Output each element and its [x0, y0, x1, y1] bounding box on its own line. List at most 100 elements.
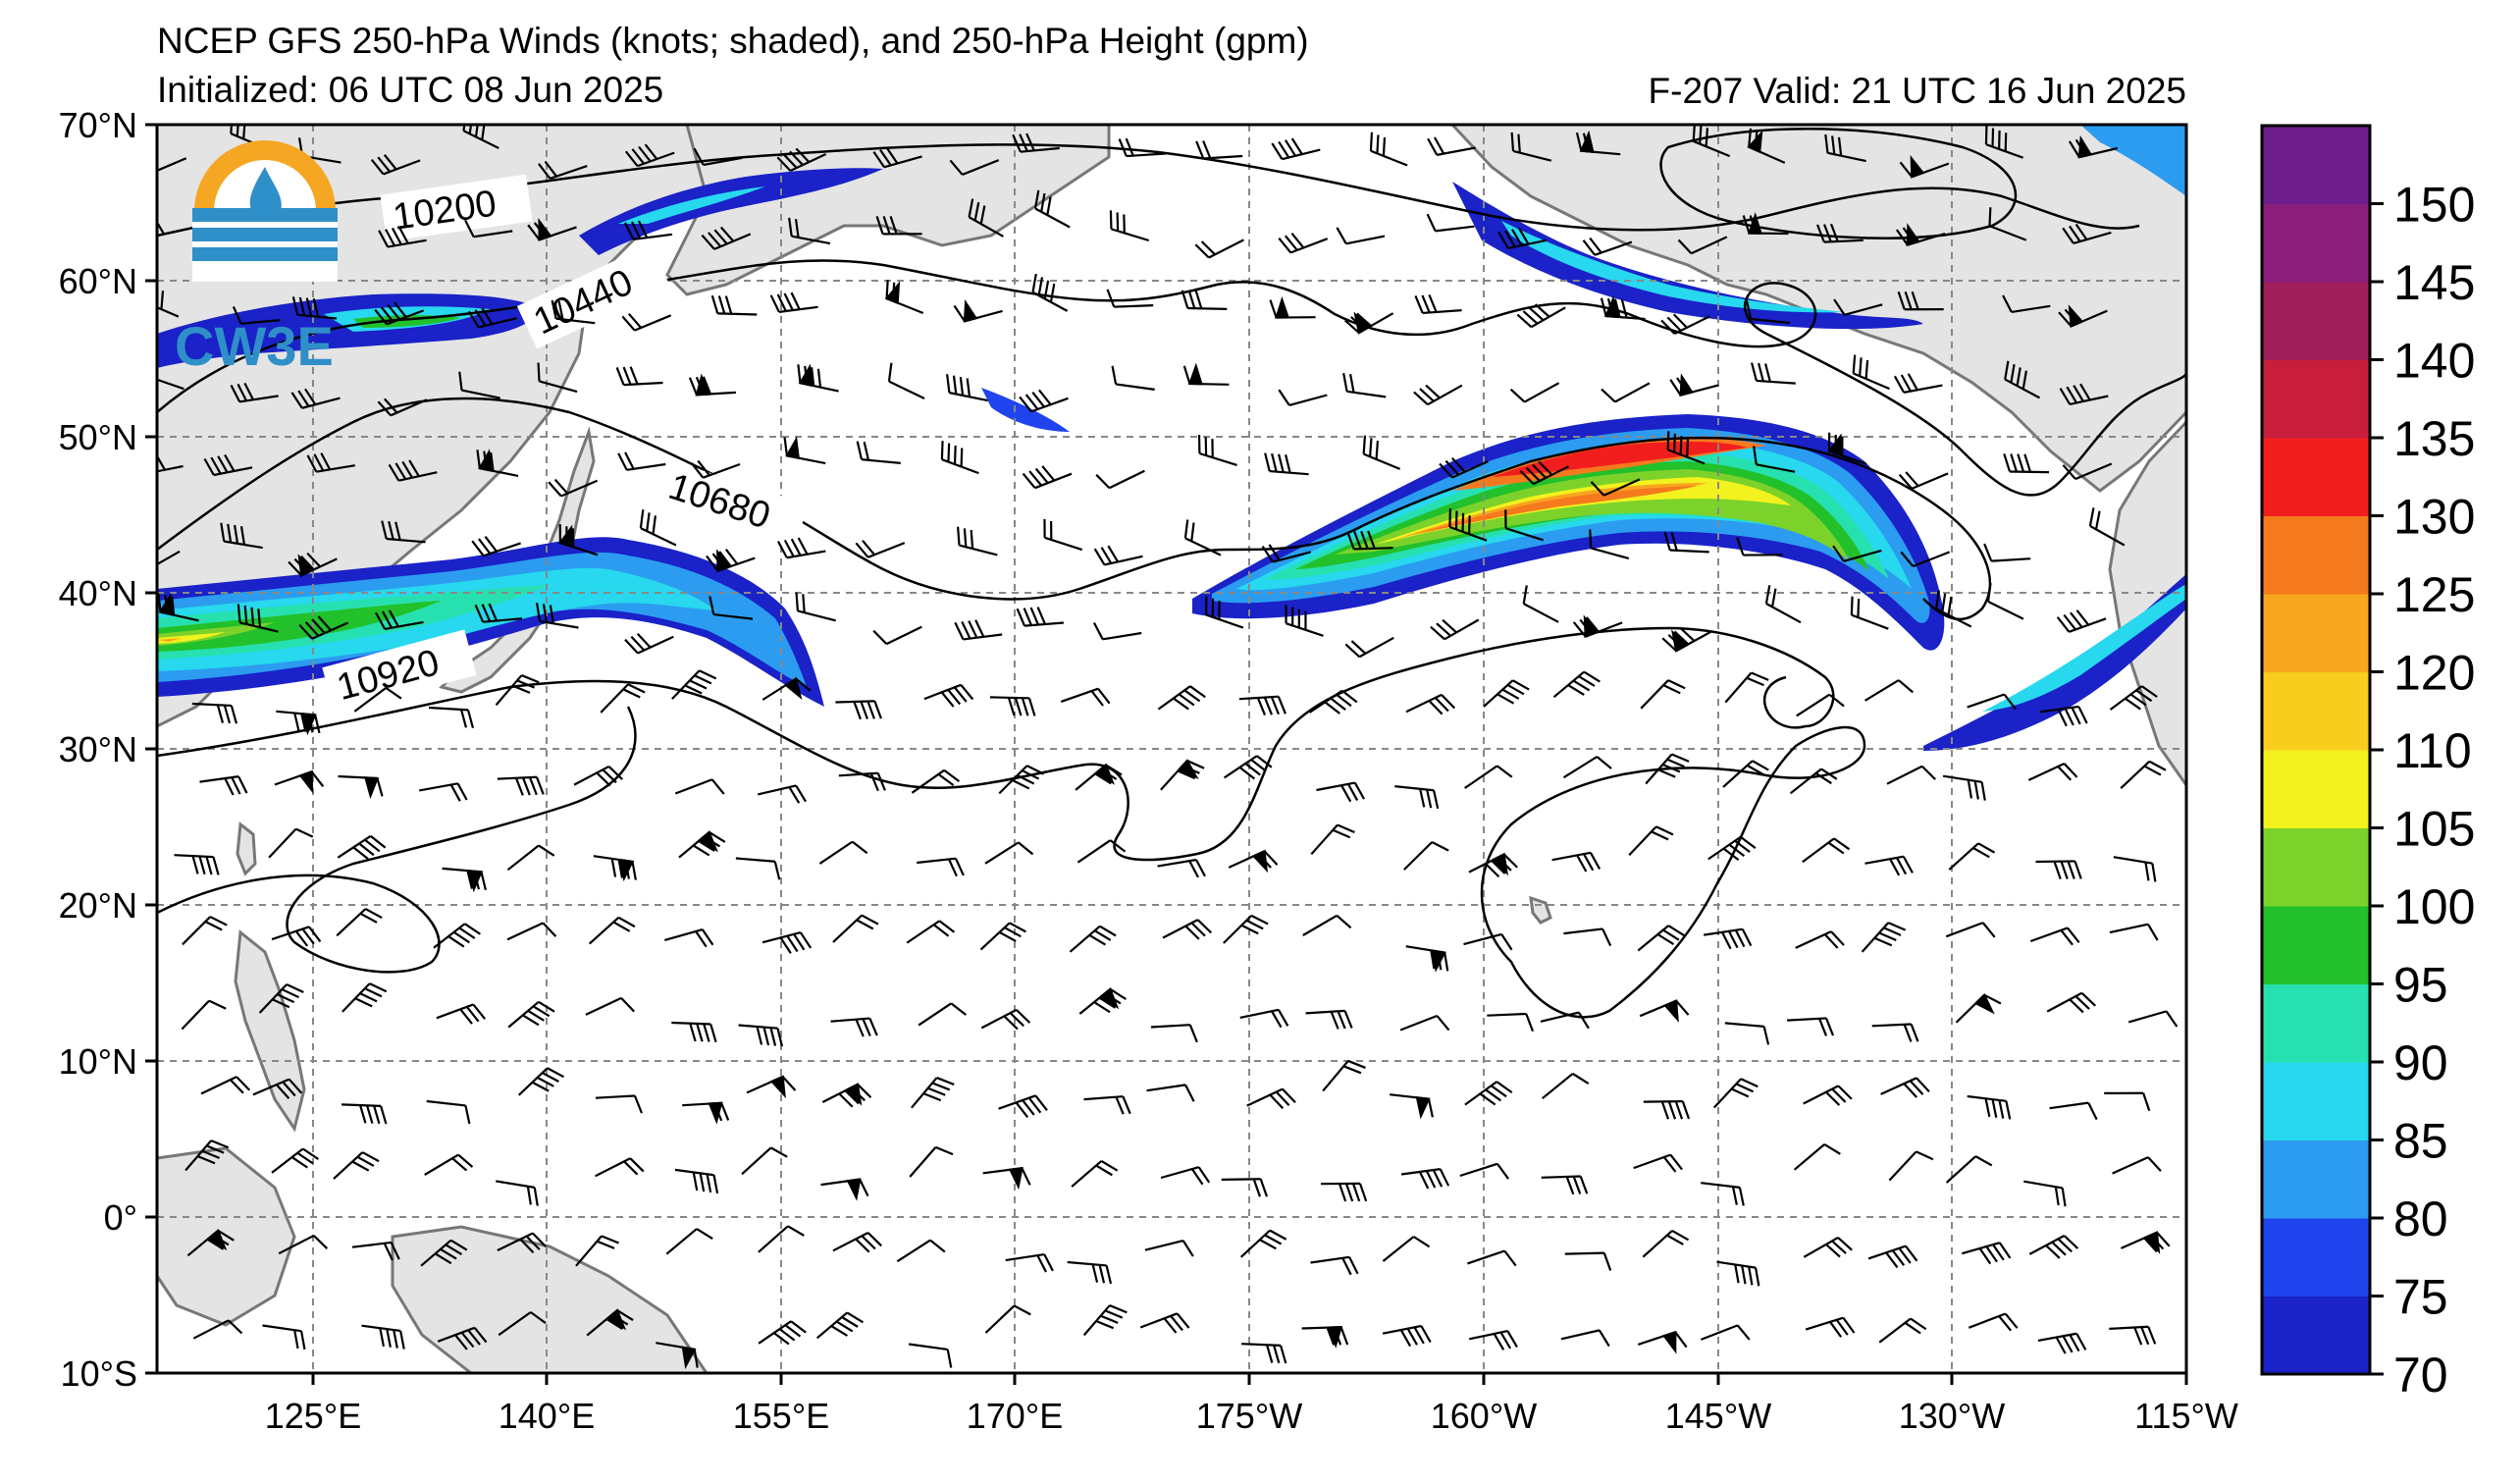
colorbar-tick-label: 100	[2393, 879, 2475, 934]
wind-barb	[1031, 273, 1069, 312]
lat-label-70n: 70°N	[59, 105, 137, 145]
wind-barb	[1900, 551, 1951, 568]
wind-barb	[674, 778, 725, 795]
wind-barb	[830, 1017, 878, 1037]
wind-barb	[1269, 296, 1316, 319]
wind-barb	[1864, 679, 1914, 702]
wind-barb	[1864, 855, 1914, 876]
wind-barb	[1637, 1330, 1688, 1354]
wind-barb	[437, 1326, 488, 1351]
wind-barb	[1704, 927, 1753, 950]
wind-barb	[1075, 763, 1123, 791]
wind-barb	[1948, 842, 1996, 871]
lon-label-125e: 125°E	[265, 1396, 361, 1436]
wind-barb	[476, 449, 519, 477]
wind-barb	[818, 840, 868, 865]
wind-barb	[656, 1342, 699, 1369]
colorbar-swatch	[2262, 906, 2370, 984]
wind-barb	[906, 920, 956, 944]
wind-barb	[917, 857, 965, 877]
wind-barb	[1643, 1100, 1691, 1120]
wind-barb	[353, 686, 402, 713]
wind-barb	[337, 834, 387, 860]
wind-barb	[1955, 992, 2002, 1024]
wind-barb	[984, 1304, 1031, 1334]
wind-barb	[1463, 932, 1513, 951]
wind-barb	[1832, 545, 1882, 562]
wind-barb	[1497, 227, 1548, 249]
wind-barb	[664, 927, 714, 948]
wind-barb	[1552, 670, 1601, 699]
wind-barb	[856, 441, 901, 464]
wind-barb	[1310, 823, 1355, 856]
wind-barb	[682, 1101, 730, 1125]
wind-barb	[1400, 1168, 1450, 1190]
wind-barb	[1787, 1017, 1835, 1036]
wind-barb	[776, 147, 827, 173]
wind-barb	[1540, 1011, 1590, 1030]
wind-barb	[1195, 140, 1243, 160]
wind-barb	[2058, 304, 2108, 328]
colorbar-swatch	[2262, 438, 2370, 516]
wind-barb	[1239, 1008, 1289, 1029]
wind-barb	[1344, 311, 1394, 335]
wind-barb	[600, 683, 646, 714]
wind-barb	[1633, 1153, 1683, 1173]
wind-barb	[795, 592, 836, 622]
wind-barb	[2109, 685, 2158, 711]
wind-barb	[1093, 545, 1143, 566]
wind-barb	[1146, 1084, 1195, 1102]
wind-barb	[1796, 693, 1845, 717]
colorbar-swatch	[2262, 203, 2370, 283]
wind-barb	[783, 436, 826, 465]
wind-barb	[1060, 687, 1111, 707]
wind-barb	[230, 382, 279, 403]
wind-barbs	[157, 125, 2179, 1369]
wind-barb	[690, 459, 741, 479]
wind-barb	[1095, 469, 1145, 490]
wind-barb	[507, 1000, 555, 1029]
wind-barb	[506, 844, 555, 872]
wind-barb	[1301, 1326, 1349, 1349]
wind-barb	[884, 280, 924, 315]
wind-barb	[1736, 537, 1783, 556]
lat-label-60n: 60°N	[59, 261, 137, 301]
wind-barb	[1803, 1085, 1853, 1106]
wind-barb	[1022, 465, 1073, 490]
wind-barb	[797, 363, 839, 393]
wind-barb	[2003, 453, 2050, 474]
wind-barb	[464, 219, 513, 238]
wind-barb	[1522, 585, 1559, 623]
wind-barb	[940, 441, 979, 475]
wind-barb	[1403, 841, 1449, 871]
wind-barb	[585, 996, 635, 1016]
wind-barb	[832, 1232, 882, 1253]
colorbar-tick-label: 80	[2393, 1192, 2448, 1246]
wind-barb	[1701, 1324, 1751, 1341]
wind-barb	[1562, 756, 1612, 779]
wind-barb	[1162, 919, 1212, 940]
wind-barb	[276, 710, 321, 736]
wind-barb	[2112, 1156, 2162, 1175]
wind-barb	[1346, 530, 1393, 551]
wind-barb	[1663, 531, 1709, 554]
wind-barb	[1640, 679, 1686, 710]
wind-barb	[1824, 133, 1866, 163]
wind-barb	[420, 1239, 468, 1267]
wind-barb	[377, 397, 428, 417]
land-borneo-sulawesi	[157, 1146, 296, 1327]
contour-10200-ring	[1659, 128, 2018, 239]
map-title: NCEP GFS 250-hPa Winds (knots; shaded), …	[157, 21, 1309, 61]
wind-barb	[1399, 1014, 1450, 1032]
wind-barb	[174, 854, 220, 875]
wind-barb	[2035, 860, 2082, 880]
wind-barb	[624, 220, 673, 241]
wind-barb	[984, 841, 1034, 865]
wind-barb	[2059, 383, 2109, 406]
lon-label-115w: 115°W	[2134, 1396, 2238, 1436]
wind-barb	[278, 1234, 329, 1255]
wind-barb	[738, 1024, 784, 1047]
wind-barb	[203, 453, 253, 477]
contour-10920	[157, 626, 1835, 862]
wind-barb	[896, 1239, 946, 1263]
